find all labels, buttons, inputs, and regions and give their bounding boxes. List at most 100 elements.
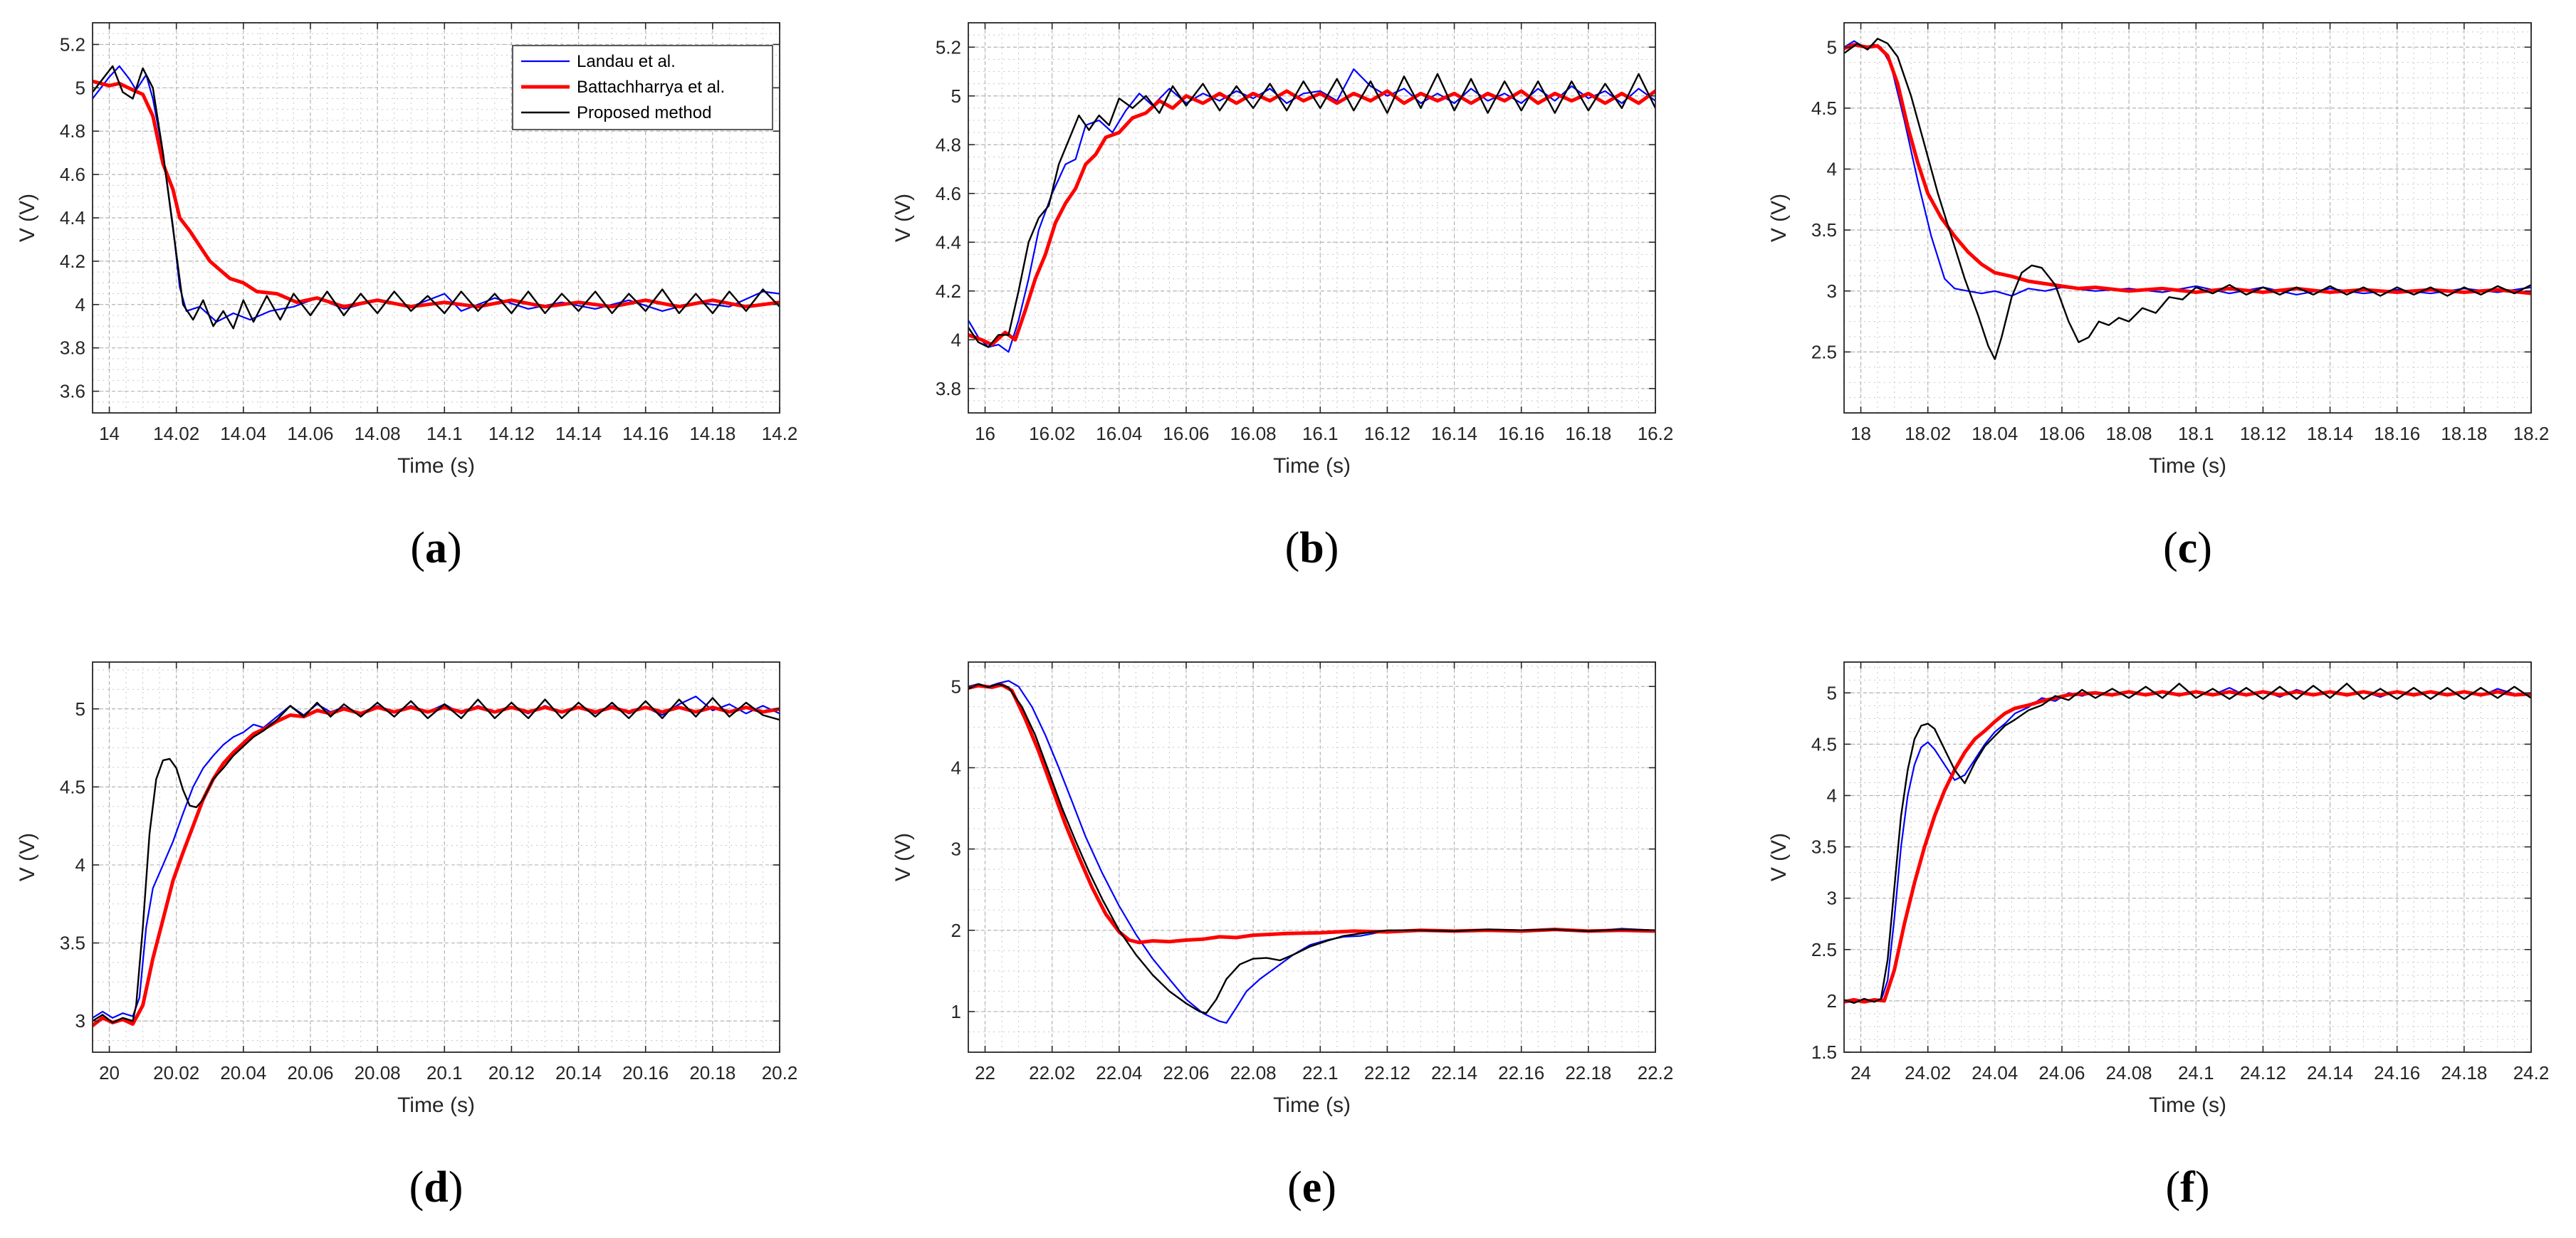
x-tick-label: 18.02	[1905, 423, 1951, 444]
y-axis-label: V (V)	[1767, 833, 1791, 881]
x-tick-label: 24.04	[1972, 1062, 2018, 1084]
y-axis-label: V (V)	[891, 194, 915, 242]
x-tick-label: 14.16	[622, 423, 669, 444]
x-tick-label: 18.08	[2106, 423, 2152, 444]
x-tick-label: 14.08	[355, 423, 401, 444]
x-tick-label: 18.16	[2374, 423, 2420, 444]
y-tick-label: 2.5	[1811, 341, 1837, 362]
y-tick-label: 4.8	[936, 134, 961, 155]
legend-label-landau: Landau et al.	[577, 52, 676, 71]
x-tick-label: 14.2	[762, 423, 798, 444]
x-tick-label: 20.14	[555, 1062, 602, 1084]
x-tick-label: 16.08	[1230, 423, 1277, 444]
series-group	[93, 696, 780, 1028]
y-tick-label: 4.8	[60, 120, 85, 142]
series-group	[93, 65, 780, 330]
x-tick-label: 22.12	[1364, 1062, 1410, 1084]
x-tick-label: 16.16	[1498, 423, 1544, 444]
y-tick-label: 4	[1827, 159, 1837, 180]
y-tick-label: 4	[951, 329, 961, 350]
chart-panel-f: 24 24.02 24.04 24.06 24.08 24.1 24.12 24.14 24.1…	[1767, 661, 2550, 1212]
panel-label: (c)	[2163, 524, 2212, 572]
series-line-proposed	[1844, 683, 2531, 1004]
chart-panel-a: 14 14.02 14.04 14.06 14.08 14.1 14.12 14.14 14.1…	[16, 22, 798, 572]
series-line-landau	[968, 68, 1655, 353]
major-grid	[968, 23, 1656, 413]
series-line-proposed	[93, 697, 780, 1024]
y-axis-label: V (V)	[16, 833, 39, 881]
x-tick-label: 18.12	[2240, 423, 2286, 444]
series-line-proposed	[93, 65, 780, 330]
x-tick-label: 20.02	[153, 1062, 199, 1084]
x-tick-label: 24.12	[2240, 1062, 2286, 1084]
y-tick-label: 5.2	[60, 33, 85, 55]
y-tick-label: 4.2	[60, 251, 85, 272]
panel-letter-bold: e	[1302, 1163, 1322, 1212]
x-tick-label: 18.2	[2513, 423, 2550, 444]
y-tick-label: 1.5	[1811, 1042, 1837, 1063]
y-tick-label: 4.6	[60, 164, 85, 185]
y-tick-label: 1	[951, 1001, 961, 1022]
x-tick-label: 18	[1850, 423, 1871, 444]
y-tick-label: 2	[1827, 990, 1837, 1012]
y-tick-label: 3.8	[60, 337, 85, 359]
legend: Landau et al. Battachharrya et al. Propose…	[512, 45, 773, 130]
y-tick-label: 4.6	[936, 183, 961, 204]
x-tick-label: 16.1	[1302, 423, 1339, 444]
y-tick-label: 5	[951, 676, 961, 697]
x-tick-label: 24.14	[2307, 1062, 2353, 1084]
x-tick-label: 14.02	[153, 423, 199, 444]
x-tick-label: 16.12	[1364, 423, 1410, 444]
series-group	[968, 680, 1655, 1024]
legend-label-proposed: Proposed method	[577, 103, 711, 122]
x-tick-label: 14	[99, 423, 120, 444]
panel-letter-bold: b	[1299, 524, 1324, 572]
x-tick-label: 16.02	[1029, 423, 1075, 444]
x-tick-label: 22.08	[1230, 1062, 1277, 1084]
panel-label: (f)	[2166, 1163, 2210, 1212]
x-tick-label: 24.1	[2178, 1062, 2214, 1084]
y-tick-label: 4.5	[60, 776, 85, 797]
y-tick-label: 4.4	[936, 231, 961, 253]
x-tick-label: 24.18	[2441, 1062, 2487, 1084]
x-axis-label: Time (s)	[2149, 454, 2226, 478]
y-tick-label: 5	[75, 698, 85, 720]
series-line-proposed	[1844, 38, 2531, 360]
x-tick-label: 14.12	[488, 423, 535, 444]
plot-area	[1844, 662, 2531, 1052]
x-tick-label: 22.04	[1096, 1062, 1142, 1084]
x-tick-label: 14.18	[689, 423, 735, 444]
y-axis-label: V (V)	[891, 833, 915, 881]
x-tick-label: 24.2	[2513, 1062, 2550, 1084]
y-tick-label: 3	[1827, 888, 1837, 909]
axes-box	[1843, 22, 2532, 414]
series-group	[968, 68, 1655, 353]
x-tick-label: 22.2	[1638, 1062, 1674, 1084]
x-axis-label: Time (s)	[2149, 1093, 2226, 1117]
series-line-landau	[93, 65, 780, 323]
series-line-batta	[93, 79, 780, 309]
x-tick-label: 22.18	[1565, 1062, 1611, 1084]
y-tick-label: 3	[951, 839, 961, 860]
panel-label: (e)	[1287, 1163, 1336, 1212]
y-tick-label: 4	[75, 294, 85, 315]
axes-box	[92, 661, 780, 1053]
chart-panel-b: 16 16.02 16.04 16.06 16.08 16.1 16.12 16.14 16.1…	[891, 22, 1674, 572]
panel-label: (b)	[1285, 524, 1339, 572]
y-tick-label: 4.2	[936, 280, 961, 302]
y-tick-label: 5.2	[936, 36, 961, 58]
x-tick-label: 16	[975, 423, 995, 444]
axes-box	[968, 661, 1656, 1053]
x-tick-label: 14.1	[426, 423, 463, 444]
legend-label-batta: Battachharrya et al.	[577, 78, 725, 97]
y-tick-label: 5	[1827, 682, 1837, 703]
x-tick-label: 22.16	[1498, 1062, 1544, 1084]
x-tick-label: 16.18	[1565, 423, 1611, 444]
x-tick-label: 16.2	[1638, 423, 1674, 444]
x-tick-label: 24.16	[2374, 1062, 2420, 1084]
axes-box	[968, 22, 1656, 414]
x-tick-label: 20.18	[689, 1062, 735, 1084]
y-tick-label: 3.5	[60, 933, 85, 954]
chart-panel-c: 18 18.02 18.04 18.06 18.08 18.1 18.12 18.14 18.1…	[1767, 22, 2550, 572]
